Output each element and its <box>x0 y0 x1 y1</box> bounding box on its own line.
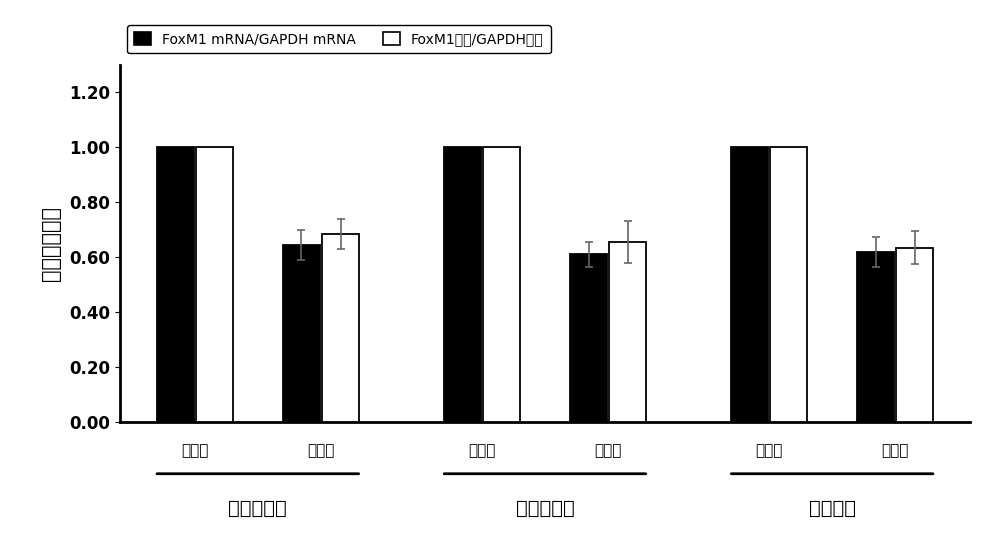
Text: 给药组: 给药组 <box>594 444 622 458</box>
Bar <box>196 147 233 422</box>
Y-axis label: 相对表达水平: 相对表达水平 <box>41 206 61 281</box>
Legend: FoxM1 mRNA/GAPDH mRNA, FoxM1蛋白/GAPDH蛋白: FoxM1 mRNA/GAPDH mRNA, FoxM1蛋白/GAPDH蛋白 <box>127 25 551 54</box>
Text: 对照组: 对照组 <box>755 444 783 458</box>
Text: 宫颈癌细胞: 宫颈癌细胞 <box>228 499 287 518</box>
Text: 肺癌细胞: 肺癌细胞 <box>809 499 856 518</box>
Bar <box>570 254 607 422</box>
Bar <box>731 147 768 422</box>
Text: 乳腺癌细胞: 乳腺癌细胞 <box>516 499 574 518</box>
Bar <box>770 147 807 422</box>
Bar <box>609 242 646 422</box>
Bar <box>283 245 320 422</box>
Bar <box>444 147 481 422</box>
Bar <box>157 147 194 422</box>
Text: 给药组: 给药组 <box>307 444 335 458</box>
Text: 对照组: 对照组 <box>468 444 496 458</box>
Bar <box>896 248 933 422</box>
Text: 对照组: 对照组 <box>181 444 208 458</box>
Bar <box>857 252 894 422</box>
Bar <box>322 234 359 422</box>
Bar <box>483 147 520 422</box>
Text: 给药组: 给药组 <box>882 444 909 458</box>
